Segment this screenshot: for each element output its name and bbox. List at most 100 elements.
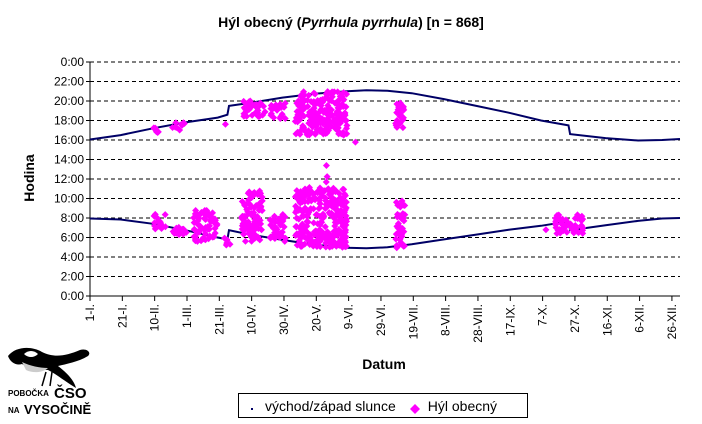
y-axis: 0:00 2:00 4:00 6:00 8:00 10:00 12:00 14:00 16:00… [54, 55, 90, 303]
data-point [304, 218, 312, 226]
y-tick-label: 0:00 [61, 289, 85, 303]
data-point [301, 187, 309, 195]
data-point [315, 205, 323, 213]
data-point [291, 193, 299, 201]
data-point [393, 100, 401, 108]
data-point [316, 243, 324, 251]
data-point [340, 96, 348, 104]
data-point [253, 101, 261, 109]
data-point [323, 173, 331, 181]
data-point [314, 220, 322, 228]
x-tick-label: 8-VIII. [439, 304, 453, 336]
data-point [192, 232, 200, 240]
data-point [151, 210, 159, 218]
data-point [258, 193, 266, 201]
y-tick-label: 18:00 [54, 114, 84, 128]
data-point [301, 240, 309, 248]
data-point [197, 209, 205, 217]
x-axis: 1-I. 21-I. 10-II. 1-III. 21-III. 10-IV. 30-IV.… [83, 296, 679, 343]
data-point [322, 162, 330, 170]
data-point [395, 110, 403, 118]
x-tick-label: 30-IV. [277, 304, 291, 335]
x-tick-label: 6-XII. [633, 304, 647, 333]
data-point [393, 241, 401, 249]
x-tick-label: 21-I. [115, 304, 129, 328]
data-point [392, 121, 400, 129]
data-point [342, 212, 350, 220]
data-point [244, 189, 252, 197]
data-point [256, 112, 264, 120]
legend-diamond-icon [409, 401, 420, 414]
data-point [400, 211, 408, 219]
data-point [552, 217, 560, 225]
data-point [317, 212, 325, 220]
logo-line2: ČSO [54, 385, 87, 402]
data-point [305, 112, 313, 120]
y-tick-label: 10:00 [54, 192, 84, 206]
data-point [307, 197, 315, 205]
data-point [297, 222, 305, 230]
data-point [247, 202, 255, 210]
data-point [392, 198, 400, 206]
data-point [202, 215, 210, 223]
data-point [571, 214, 579, 222]
data-point [332, 199, 340, 207]
data-point [211, 220, 219, 228]
title-species: Pyrrhula pyrrhula [301, 14, 419, 30]
x-tick-label: 17-IX. [503, 304, 517, 336]
legend-sun-icon [247, 401, 257, 411]
data-point [246, 97, 254, 105]
data-point [297, 108, 305, 116]
data-point [269, 216, 277, 224]
data-point [260, 102, 268, 110]
data-point [398, 103, 406, 111]
data-point [336, 218, 344, 226]
data-point [325, 104, 333, 112]
data-point [240, 112, 248, 120]
data-point [276, 115, 284, 123]
data-point [280, 223, 288, 231]
data-point [394, 229, 402, 237]
data-point [308, 188, 316, 196]
data-point [305, 91, 313, 99]
data-point [258, 197, 266, 205]
data-point [312, 112, 320, 120]
logo-line3: NA [8, 406, 20, 415]
data-point [298, 97, 306, 105]
data-point [308, 129, 316, 137]
data-point [325, 209, 333, 217]
data-point [204, 225, 212, 233]
legend-label-bird: Hýl obecný [427, 397, 498, 414]
data-point [316, 237, 324, 245]
y-tick-label: 14:00 [54, 153, 84, 167]
data-point [398, 225, 406, 233]
legend-item-bird: Hýl obecný [409, 397, 498, 414]
data-point [172, 229, 180, 237]
data-point [303, 128, 311, 136]
data-point [246, 223, 254, 231]
data-point [266, 234, 274, 242]
data-point [301, 226, 309, 234]
data-point [257, 226, 265, 234]
data-point [327, 194, 335, 202]
data-point [562, 216, 570, 224]
data-point [324, 121, 332, 129]
data-point [251, 216, 259, 224]
logo: POBOČKA ČSO NA VYSOČINĚ [4, 340, 96, 420]
y-tick-label: 20:00 [54, 94, 84, 108]
data-point [240, 230, 248, 238]
data-point [338, 243, 346, 251]
data-point [570, 222, 578, 230]
x-tick-label: 20-V. [309, 304, 323, 332]
logo-line4: VYSOČINĚ [24, 402, 92, 417]
data-point [334, 104, 342, 112]
data-point [298, 91, 306, 99]
data-point [254, 233, 262, 241]
data-point [243, 108, 251, 116]
data-point [306, 116, 314, 124]
data-point [154, 129, 162, 137]
data-point [324, 88, 332, 96]
data-point [331, 120, 339, 128]
data-point [238, 198, 246, 206]
data-point [400, 217, 408, 225]
